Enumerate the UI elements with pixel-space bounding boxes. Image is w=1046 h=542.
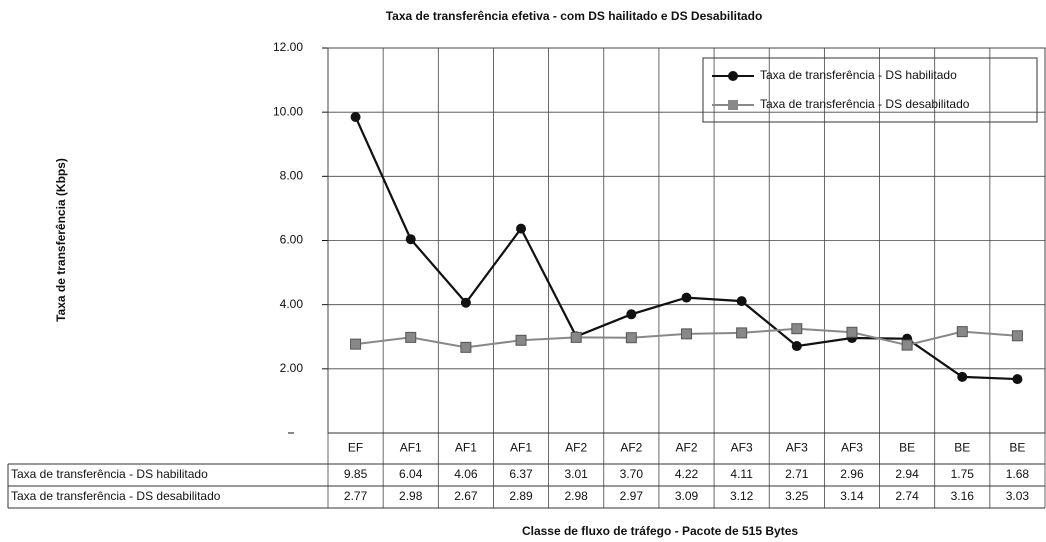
table-value: 6.37: [509, 467, 533, 481]
y-tick-label: 2.00: [280, 361, 304, 375]
marker: [681, 328, 692, 340]
marker: [350, 111, 361, 122]
table-value: 3.01: [565, 467, 589, 481]
marker: [626, 309, 637, 320]
marker: [515, 334, 527, 346]
table-value: 3.16: [951, 489, 975, 503]
x-axis-label: Classe de fluxo de tráfego - Pacote de 5…: [522, 524, 798, 538]
table-value: 3.03: [1006, 489, 1030, 503]
marker: [1012, 374, 1023, 385]
table-value: 3.14: [840, 489, 864, 503]
x-tick-label: BE: [1009, 441, 1025, 455]
y-tick-label: 10.00: [273, 104, 303, 118]
table-value: 2.96: [840, 467, 864, 481]
marker: [460, 297, 471, 308]
table-row-label: Taxa de transferência - DS desabilitado: [11, 489, 221, 503]
x-tick-label: AF1: [400, 441, 422, 455]
x-tick-label: BE: [899, 441, 915, 455]
table-value: 2.67: [454, 489, 478, 503]
table-value: 3.09: [675, 489, 699, 503]
y-tick-label: 8.00: [280, 169, 304, 183]
table-value: 2.71: [785, 467, 809, 481]
series-line: [354, 116, 1018, 381]
x-tick-label: AF3: [731, 441, 753, 455]
y-tick-label: 6.00: [280, 233, 304, 247]
marker: [956, 326, 968, 338]
x-tick-label: BE: [954, 441, 970, 455]
table-value: 2.77: [344, 489, 368, 503]
x-tick-label: AF2: [565, 441, 587, 455]
legend-marker: [728, 100, 738, 110]
y-tick-label: 12.00: [273, 40, 303, 54]
marker: [460, 341, 472, 353]
marker: [736, 296, 747, 307]
table-value: 1.75: [951, 467, 975, 481]
marker: [681, 292, 692, 303]
table-value: 2.89: [509, 489, 533, 503]
table-value: 2.74: [895, 489, 919, 503]
marker: [625, 332, 637, 344]
marker: [1011, 330, 1023, 342]
marker: [570, 331, 582, 343]
x-tick-label: AF3: [786, 441, 808, 455]
marker: [405, 331, 417, 343]
legend-box: [702, 57, 1038, 123]
x-tick-label: AF2: [675, 441, 697, 455]
legend-label: Taxa de transferência - DS habilitado: [760, 68, 957, 82]
table-value: 2.94: [895, 467, 919, 481]
table-value: 2.97: [620, 489, 644, 503]
x-tick-label: AF1: [510, 441, 532, 455]
marker: [405, 234, 416, 245]
table-value: 4.06: [454, 467, 478, 481]
x-tick-label: EF: [348, 441, 363, 455]
marker: [957, 371, 968, 382]
x-tick-label: AF3: [841, 441, 863, 455]
marker: [350, 338, 362, 350]
table-row-label: Taxa de transferência - DS habilitado: [11, 467, 208, 481]
legend-marker: [728, 71, 738, 81]
marker: [736, 327, 748, 339]
marker: [516, 223, 527, 234]
y-axis-label: Taxa de transferência (Kbps): [54, 158, 68, 322]
chart-title: Taxa de transferência efetiva - com DS h…: [386, 9, 763, 23]
marker: [846, 326, 858, 338]
table-value: 6.04: [399, 467, 423, 481]
table-value: 3.12: [730, 489, 754, 503]
x-tick-label: AF2: [620, 441, 642, 455]
table-value: 9.85: [344, 467, 368, 481]
table-value: 4.22: [675, 467, 699, 481]
table-value: 1.68: [1006, 467, 1030, 481]
marker: [901, 339, 913, 351]
legend-label: Taxa de transferência - DS desabilitado: [760, 97, 970, 111]
x-tick-label: AF1: [455, 441, 477, 455]
marker: [791, 341, 802, 352]
table-value: 3.70: [620, 467, 644, 481]
table-value: 4.11: [730, 467, 753, 481]
table-value: 2.98: [399, 489, 423, 503]
y-tick-label: 4.00: [280, 297, 304, 311]
table-value: 3.25: [785, 489, 809, 503]
table-value: 2.98: [565, 489, 589, 503]
marker: [791, 323, 803, 335]
